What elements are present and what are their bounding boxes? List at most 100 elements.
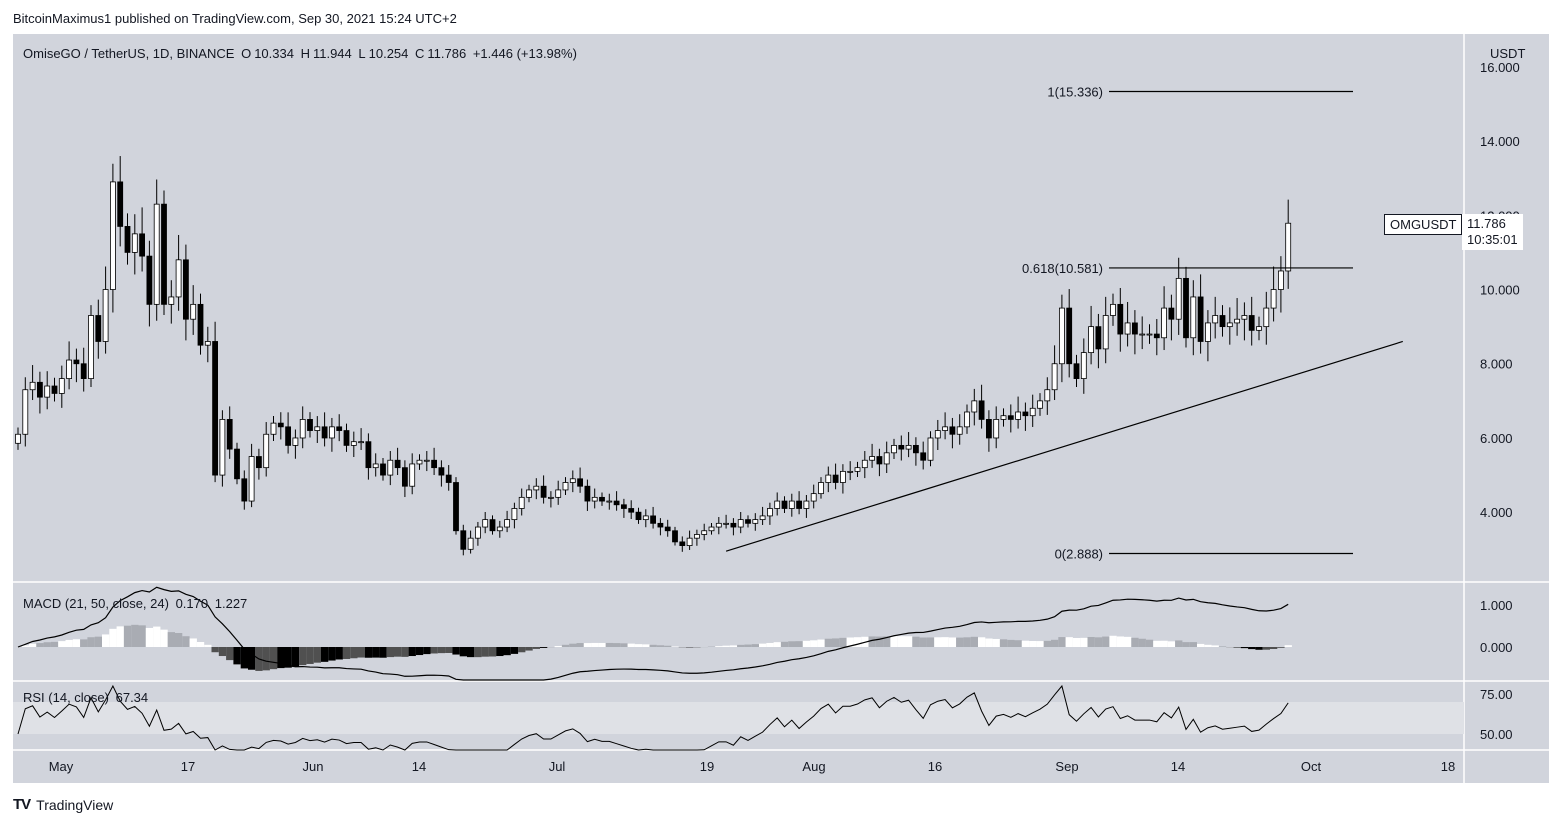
candle-body bbox=[1153, 333, 1160, 339]
macd-histogram-bar bbox=[1065, 637, 1073, 648]
candle-body bbox=[336, 426, 343, 431]
candle-body bbox=[861, 459, 868, 469]
candle-body bbox=[1080, 352, 1087, 379]
macd-histogram-bar bbox=[649, 644, 657, 648]
macd-histogram-bar bbox=[970, 636, 978, 648]
footer-brand[interactable]: TV TradingView bbox=[13, 796, 113, 813]
macd-histogram-bar bbox=[394, 647, 402, 657]
candle-body bbox=[51, 385, 58, 394]
candle-body bbox=[628, 508, 635, 513]
macd-histogram-bar bbox=[269, 647, 278, 670]
macd-histogram-bar bbox=[401, 647, 409, 657]
macd-histogram-bar bbox=[116, 626, 124, 648]
macd-histogram-bar bbox=[627, 643, 635, 648]
macd-histogram-bar bbox=[65, 639, 73, 648]
candle-body bbox=[942, 426, 948, 431]
macd-histogram-bar bbox=[415, 647, 424, 656]
macd-histogram-bar bbox=[890, 636, 898, 648]
macd-histogram-bar bbox=[50, 641, 59, 648]
macd-histogram-bar bbox=[306, 647, 314, 664]
candle-body bbox=[978, 400, 985, 420]
candle-body bbox=[715, 522, 722, 528]
candle-body bbox=[299, 419, 306, 439]
macd-histogram-bar bbox=[948, 637, 957, 648]
macd-histogram-bar bbox=[773, 642, 781, 648]
candle-body bbox=[956, 426, 963, 435]
macd-histogram-bar bbox=[532, 647, 540, 649]
macd-histogram-bar bbox=[72, 639, 81, 648]
macd-histogram-bar bbox=[284, 647, 292, 668]
macd-histogram-bar bbox=[919, 637, 927, 648]
candle-body bbox=[431, 459, 438, 469]
tradingview-logo-icon: TV bbox=[13, 796, 31, 813]
candle-body bbox=[1117, 303, 1124, 335]
macd-histogram-bar bbox=[459, 647, 467, 657]
time-axis-tick: Sep bbox=[1055, 759, 1078, 774]
macd-histogram-bar bbox=[313, 647, 321, 663]
candle-body bbox=[153, 203, 160, 305]
macd-histogram-bar bbox=[1058, 637, 1066, 648]
candle-body bbox=[701, 530, 708, 535]
macd-histogram-bar bbox=[554, 645, 562, 648]
macd-histogram-bar bbox=[423, 647, 431, 655]
macd-histogram-bar bbox=[941, 637, 949, 648]
macd-histogram-bar bbox=[634, 644, 643, 648]
macd-histogram-bar bbox=[211, 647, 219, 653]
candle-body bbox=[803, 500, 810, 509]
candle-body bbox=[1000, 415, 1007, 420]
price-chart[interactable]: 4.0006.0008.00010.00012.00014.00016.0001… bbox=[13, 34, 1549, 783]
candle-body bbox=[1102, 315, 1109, 350]
candle-body bbox=[694, 534, 700, 539]
candle-body bbox=[1037, 400, 1043, 409]
rsi-value: 67.34 bbox=[115, 690, 149, 705]
macd-histogram-bar bbox=[204, 644, 212, 648]
candle-body bbox=[36, 381, 43, 398]
candle-body bbox=[599, 496, 605, 502]
macd-histogram-bar bbox=[802, 640, 811, 648]
macd-axis-tick: 1.000 bbox=[1480, 598, 1513, 613]
candle-body bbox=[905, 444, 912, 450]
candle-body bbox=[1278, 270, 1284, 290]
macd-histogram-bar bbox=[1072, 637, 1081, 648]
macd-histogram-bar bbox=[1138, 638, 1146, 648]
macd-histogram-bar bbox=[496, 647, 504, 657]
candle-body bbox=[22, 389, 29, 435]
candle-body bbox=[416, 459, 423, 465]
macd-histogram-bar bbox=[167, 632, 175, 648]
candle-body bbox=[263, 433, 270, 469]
macd-histogram-bar bbox=[963, 637, 971, 648]
candle-body bbox=[66, 359, 72, 379]
fib-level-label: 0(2.888) bbox=[1055, 546, 1103, 561]
candle-body bbox=[854, 467, 861, 472]
candle-body bbox=[796, 500, 802, 509]
candle-body bbox=[1285, 222, 1292, 272]
macd-histogram-bar bbox=[1102, 636, 1110, 648]
macd-hist-value: 0.170 bbox=[175, 596, 209, 611]
macd-histogram-bar bbox=[1007, 639, 1015, 648]
macd-histogram-bar bbox=[978, 637, 986, 648]
macd-histogram-bar bbox=[999, 639, 1008, 648]
ohlc-l-label: L bbox=[358, 46, 366, 61]
macd-histogram-bar bbox=[1284, 645, 1292, 648]
candle-body bbox=[664, 526, 671, 532]
candle-body bbox=[190, 303, 197, 320]
candle-body bbox=[562, 482, 569, 491]
candle-body bbox=[993, 419, 1000, 439]
candle-body bbox=[219, 419, 226, 476]
candle-body bbox=[255, 456, 262, 469]
price-axis-tick: 14.000 bbox=[1480, 134, 1520, 149]
candle-body bbox=[110, 181, 116, 290]
candle-body bbox=[518, 496, 525, 509]
macd-histogram-bar bbox=[613, 643, 621, 648]
macd-histogram-bar bbox=[780, 641, 789, 648]
ticker-tag: OMGUSDT bbox=[1384, 214, 1463, 235]
macd-histogram-bar bbox=[518, 647, 526, 653]
candle-body bbox=[1175, 277, 1182, 320]
macd-histogram-bar bbox=[992, 638, 1000, 648]
candle-body bbox=[1168, 307, 1175, 320]
fib-level-label: 1(15.336) bbox=[1047, 84, 1103, 99]
macd-histogram-bar bbox=[897, 636, 905, 648]
candle-body bbox=[131, 233, 138, 253]
macd-histogram-bar bbox=[1182, 642, 1190, 648]
macd-histogram-bar bbox=[598, 642, 606, 648]
